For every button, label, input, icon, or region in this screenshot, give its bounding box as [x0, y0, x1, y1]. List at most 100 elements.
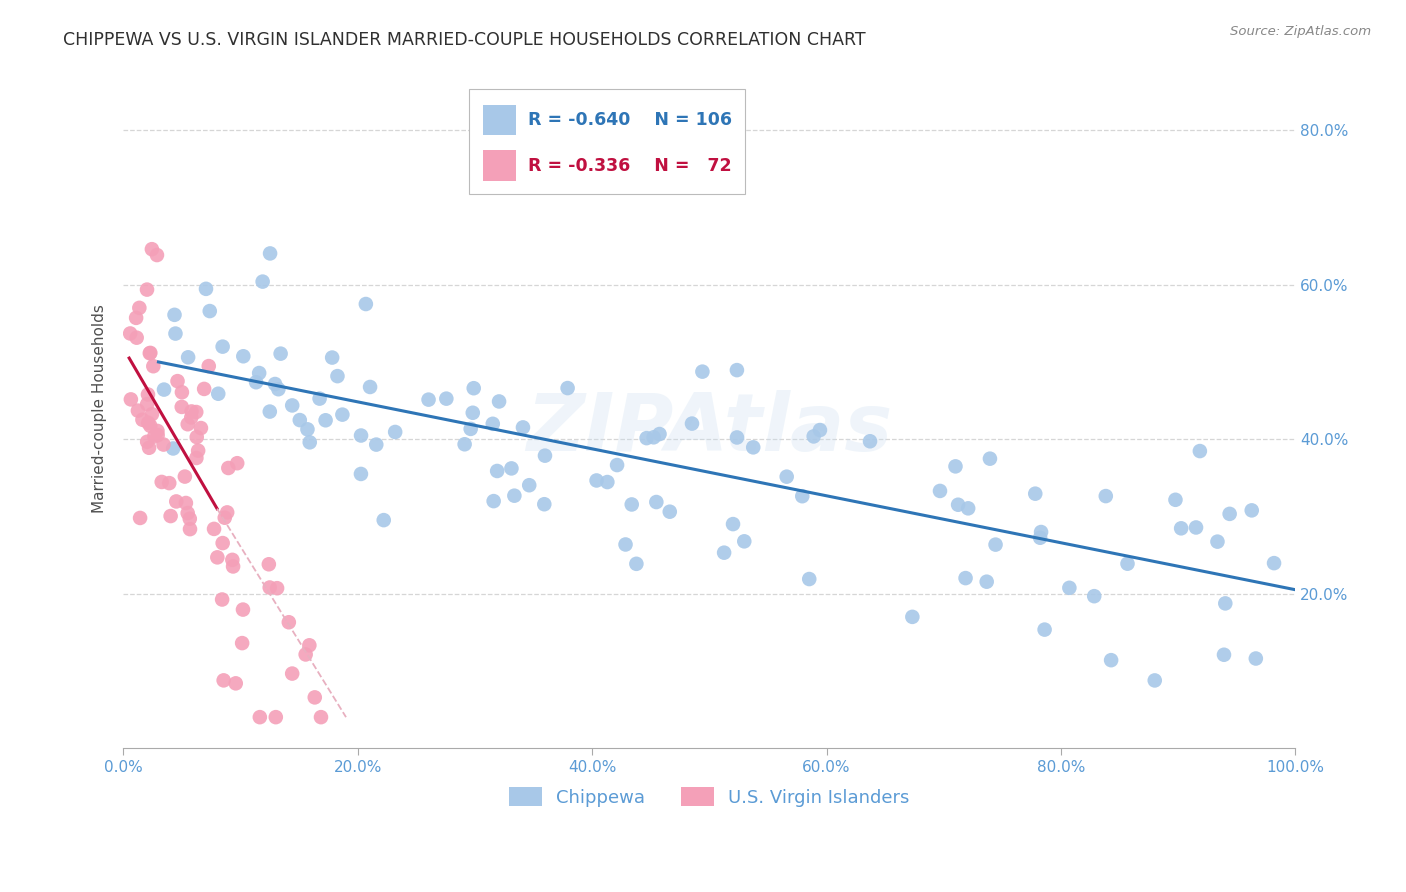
Point [187, 443, 209, 458]
Point [901, 610, 924, 624]
Point [214, 510, 236, 524]
Point [1094, 489, 1116, 503]
Point [165, 494, 187, 508]
Point [180, 410, 202, 425]
Point [742, 441, 765, 455]
Point [267, 382, 290, 396]
Point [733, 534, 755, 549]
Point [120, 326, 142, 341]
Point [125, 310, 148, 325]
Point [141, 407, 163, 421]
Point [217, 505, 239, 519]
Point [1263, 556, 1285, 570]
Point [557, 381, 579, 395]
Point [232, 349, 254, 363]
Bar [484, 104, 516, 135]
Point [138, 441, 160, 455]
Point [512, 420, 534, 434]
Point [176, 506, 198, 520]
Point [614, 537, 637, 551]
Point [463, 381, 485, 395]
Point [294, 648, 316, 662]
Point [776, 469, 799, 483]
Point [211, 592, 233, 607]
Point [129, 511, 152, 525]
Point [350, 428, 373, 442]
Point [128, 301, 150, 315]
Point [929, 483, 952, 498]
Point [606, 458, 628, 472]
Point [488, 394, 510, 409]
Point [131, 413, 153, 427]
Point [803, 429, 825, 443]
Point [226, 456, 249, 470]
Point [1083, 589, 1105, 603]
Point [298, 435, 321, 450]
Point [163, 308, 186, 322]
Point [211, 536, 233, 550]
Point [162, 442, 184, 456]
Point [249, 710, 271, 724]
Point [259, 404, 281, 418]
Point [1213, 648, 1236, 662]
Point [266, 581, 288, 595]
Point [146, 424, 169, 438]
Point [270, 346, 292, 360]
Point [166, 374, 188, 388]
Point [976, 574, 998, 589]
Point [186, 405, 208, 419]
Point [139, 346, 162, 360]
Point [264, 377, 287, 392]
Point [198, 304, 221, 318]
Point [1029, 524, 1052, 539]
Point [174, 496, 197, 510]
Point [136, 283, 159, 297]
Point [979, 451, 1001, 466]
Point [225, 676, 247, 690]
Point [309, 710, 332, 724]
Point [366, 437, 388, 451]
Point [120, 392, 142, 407]
Point [354, 297, 377, 311]
Point [247, 366, 270, 380]
Point [658, 505, 681, 519]
Point [1188, 444, 1211, 458]
Point [157, 476, 180, 491]
Point [197, 359, 219, 373]
Point [179, 512, 201, 526]
Point [308, 392, 330, 406]
Point [221, 553, 243, 567]
Point [384, 425, 406, 439]
Point [681, 417, 703, 431]
Point [1164, 492, 1187, 507]
Point [626, 557, 648, 571]
Point [1219, 507, 1241, 521]
Point [585, 474, 607, 488]
Point [461, 406, 484, 420]
Text: R = -0.640    N = 106: R = -0.640 N = 106 [527, 112, 731, 129]
Point [453, 437, 475, 451]
Point [136, 397, 159, 411]
Point [326, 369, 349, 384]
Point [136, 434, 159, 449]
Point [207, 386, 229, 401]
Point [713, 546, 735, 560]
Point [207, 550, 229, 565]
Bar [484, 150, 516, 181]
Point [1206, 534, 1229, 549]
Point [146, 428, 169, 442]
Point [648, 427, 671, 442]
Point [127, 403, 149, 417]
Point [143, 429, 166, 443]
Point [232, 602, 254, 616]
Point [636, 431, 658, 445]
Point [643, 430, 665, 444]
Point [1143, 673, 1166, 688]
Point [1170, 521, 1192, 535]
Point [1213, 596, 1236, 610]
Point [482, 494, 505, 508]
Point [332, 408, 354, 422]
Point [277, 615, 299, 630]
Point [859, 434, 882, 449]
Point [136, 416, 159, 430]
